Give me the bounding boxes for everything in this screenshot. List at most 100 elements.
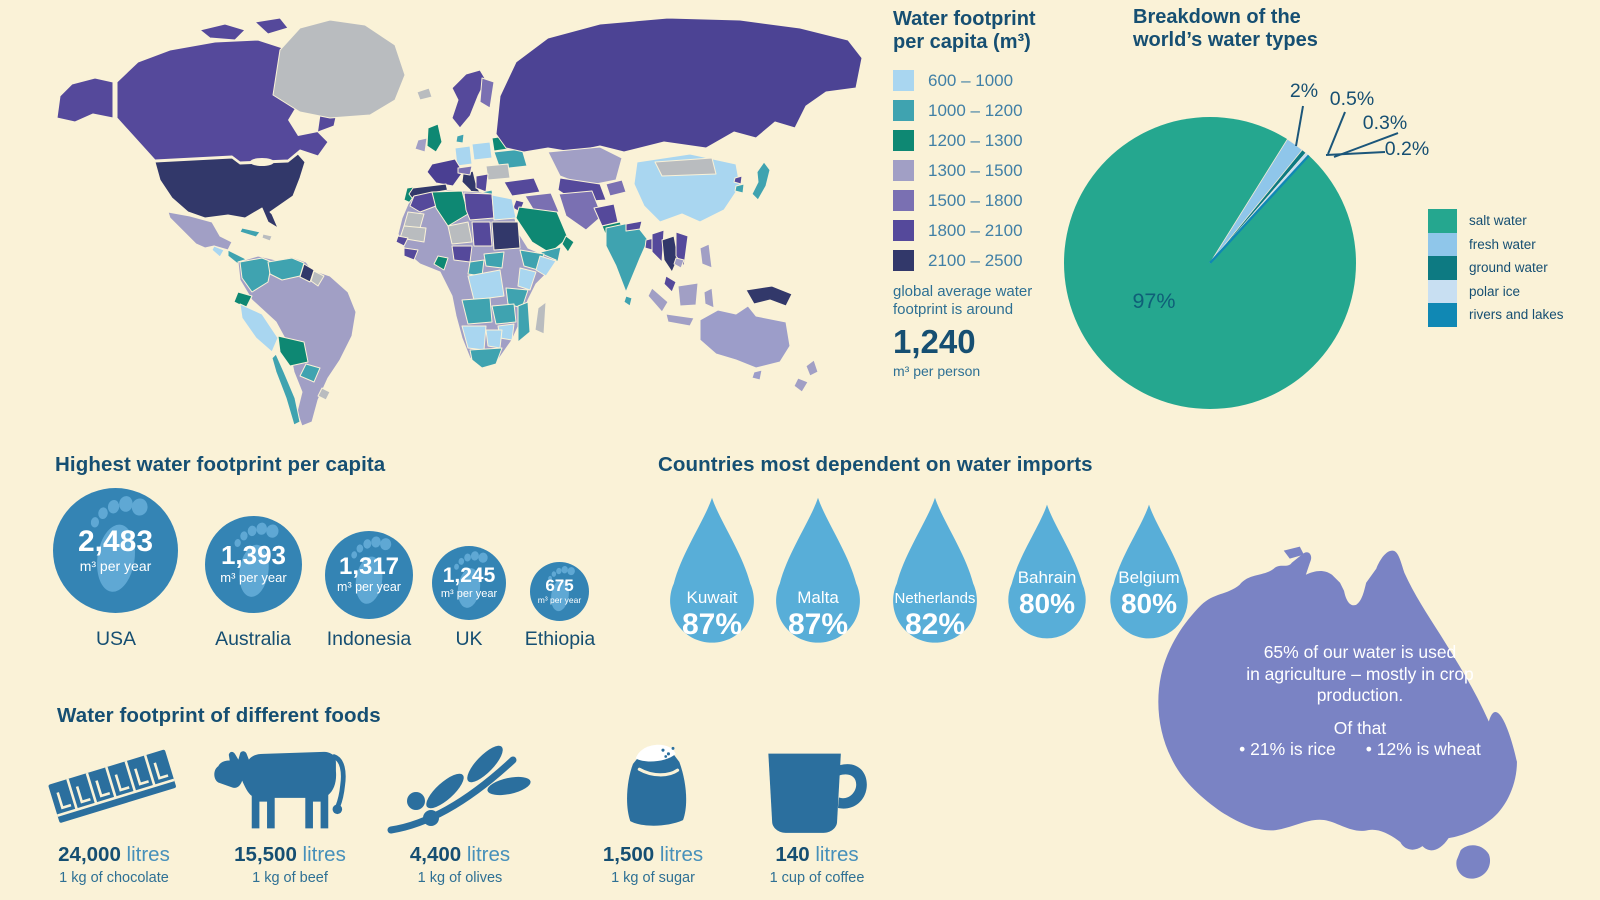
pie-callout-ground: 0.5% [1329,88,1375,110]
fact-line3: production. [1316,685,1404,705]
footprint-icon [454,550,488,608]
global-average-note: global average water footprint is around [893,283,1083,318]
drop-country: Bahrain [1017,568,1077,587]
pie-legend-label: ground water [1469,260,1548,276]
pie-title-line2: world’s water types [1133,29,1318,51]
water-drop-icon [1110,504,1188,639]
drop-percentage: 80% [1018,588,1076,619]
pie-legend-row: ground water [1428,256,1564,280]
section-title-footprints: Highest water footprint per capita [55,453,386,476]
map-legend: Water footprint per capita (m³) 600 – 10… [893,8,1083,379]
legend-label: 1000 – 1200 [928,100,1023,120]
chocolate-bar-icon [9,726,219,838]
food-unit: litres [815,843,859,866]
pie-legend-label: rivers and lakes [1469,307,1564,323]
legend-swatch [893,70,914,91]
water-drop-icon [776,497,860,643]
footprint-country-ethiopia: Ethiopia [524,628,596,650]
drop-country: Malta [797,588,839,607]
drop-country: Netherlands [894,590,976,607]
australia-fact-panel: 65% of our water is used in agriculture … [1143,542,1525,890]
world-map [56,17,863,427]
pie-callout-fresh: 2% [1289,80,1319,102]
pie-legend-row: salt water [1428,209,1564,233]
map-greenland [272,19,433,119]
legend-row: 1200 – 1300 [893,130,1083,151]
pie-leader-lines [1295,105,1399,158]
australia-fact-bullets: • 21% is rice • 12% is wheat [1195,739,1525,761]
food-unit: litres [126,843,170,866]
import-drop-belgium: Belgium 80% [1098,500,1200,650]
footprint-country-usa: USA [95,628,137,650]
pie-legend-label: polar ice [1469,283,1521,299]
footprint-unit: m³ per year [220,569,287,585]
legend-swatch [893,160,914,181]
pie-title: Breakdown of the world’s water types [1133,6,1318,52]
footprint-country-indonesia: Indonesia [326,628,412,650]
drop-country: Belgium [1118,568,1180,587]
note-line1: global average water [893,283,1033,300]
footprint-icon [233,522,279,597]
coffee-mug-icon [712,726,922,838]
food-unit: litres [466,843,511,866]
footprint-icon [547,565,575,612]
food-amount: 1,500 [602,843,655,866]
food-unit: litres [302,843,346,866]
food-amount: 4,400 [409,843,462,866]
food-desc: 1 kg of chocolate [59,870,169,886]
drop-percentage: 87% [787,608,849,641]
global-average-unit: m³ per person [893,363,981,379]
footprint-unit: m³ per year [337,580,401,595]
legend-swatch [893,130,914,151]
legend-swatch [893,220,914,241]
legend-label: 1500 – 1800 [928,190,1023,210]
legend-label: 1800 – 2100 [928,220,1023,240]
footprint-unit: m³ per year [537,594,582,605]
drop-percentage: 82% [904,608,966,641]
legend-label: 600 – 1000 [928,70,1014,90]
map-asia [605,153,771,327]
pie-legend-swatch [1428,256,1457,280]
footprint-country-uk: UK [455,628,483,650]
drop-percentage: 87% [681,608,743,641]
pie-legend-row: polar ice [1428,279,1564,303]
pie-legend-label: salt water [1469,213,1527,229]
food-amount: 24,000 [58,843,121,866]
water-drop-icon [1008,504,1086,639]
pie-legend-label: fresh water [1469,236,1536,252]
map-legend-title-line1: Water footprint [893,8,1036,30]
cow-icon [185,726,395,838]
map-europe [403,69,528,207]
map-oceania [699,285,819,393]
map-south-america [233,255,357,427]
footprint-circle-uk: 1,245 m³ per year [432,546,506,620]
pie-legend-row: rivers and lakes [1428,303,1564,327]
legend-row: 1800 – 2100 [893,220,1083,241]
footprint-value: 1,393 [220,540,287,571]
fact-bullet-wheat: • 12% is wheat [1365,739,1481,759]
food-unit: litres [659,843,704,866]
import-drop-malta: Malta 87% [762,494,874,654]
food-item-olives: 4,400 litres 1 kg of olives [355,726,565,886]
footprint-unit: m³ per year [440,587,498,600]
footprint-value: 1,317 [338,553,400,581]
pie-legend-swatch [1428,232,1457,256]
legend-row: 1500 – 1800 [893,190,1083,211]
pie-center-label: 97% [1132,289,1175,313]
food-item-coffee: 140 litres 1 cup of coffee [712,726,922,886]
food-item-chocolate: 24,000 litres 1 kg of chocolate [9,726,219,886]
legend-swatch [893,190,914,211]
legend-swatch [893,100,914,121]
map-legend-title: Water footprint per capita (m³) [893,8,1083,54]
pie-title-line1: Breakdown of the [1133,6,1301,28]
pie-legend-swatch [1428,279,1457,303]
legend-swatch [893,250,914,271]
fact-line1: 65% of our water is used [1263,642,1457,662]
food-desc: 1 kg of olives [417,870,503,886]
pie-legend: salt water fresh water ground water pola… [1428,209,1564,327]
fact-bullet-rice: • 21% is rice [1239,739,1336,759]
footprint-country-australia: Australia [215,628,291,650]
food-value: 140 litres [712,843,922,867]
legend-row: 2100 – 2500 [893,250,1083,271]
